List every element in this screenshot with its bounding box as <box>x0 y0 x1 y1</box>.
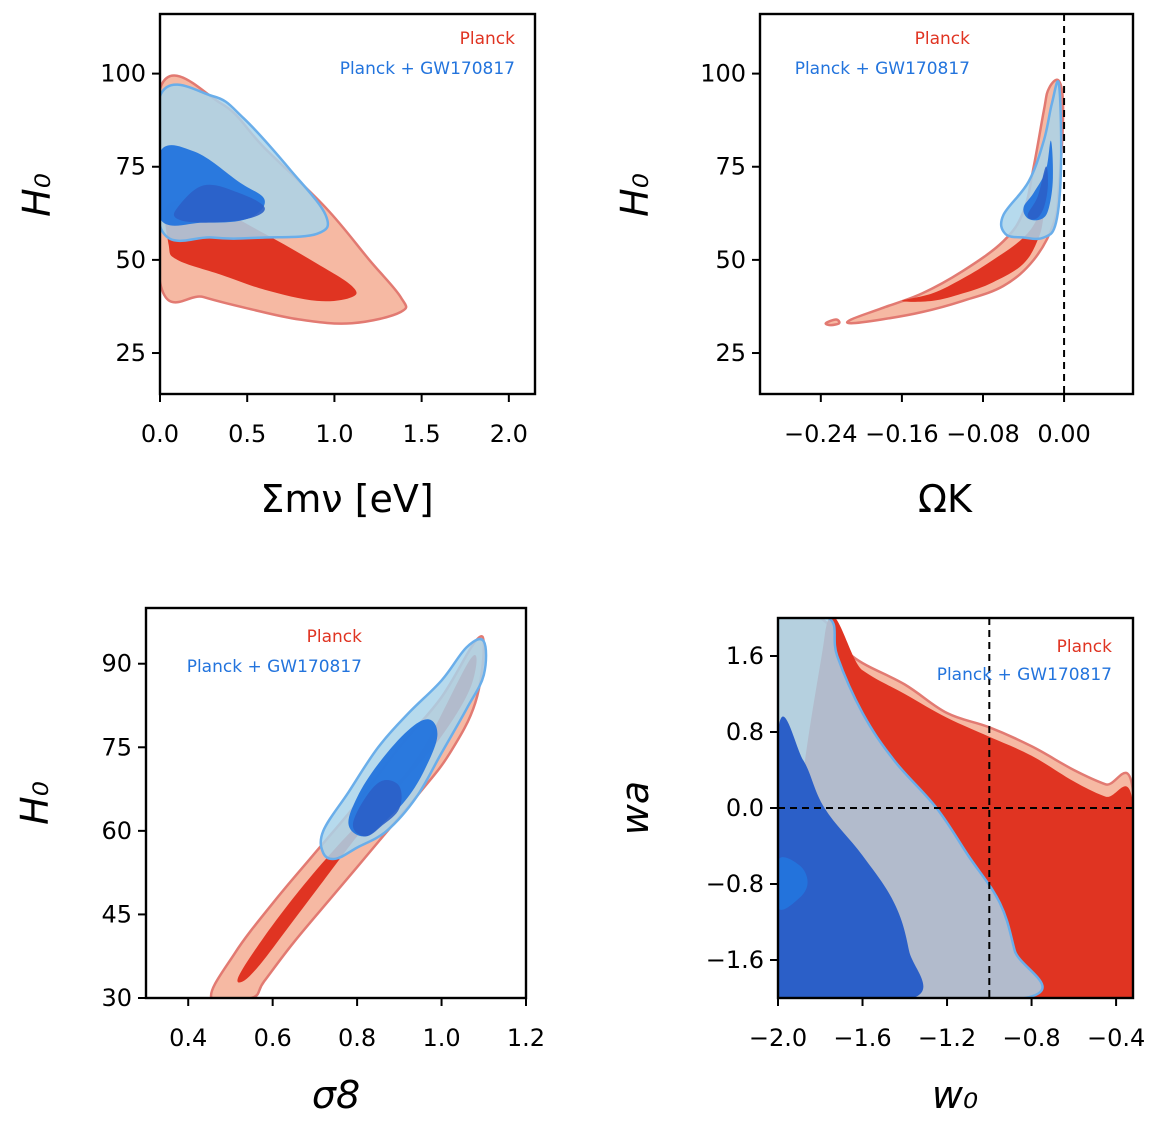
axes-frame-p1 <box>158 12 537 396</box>
contours-p1 <box>160 74 408 325</box>
x-tick-label-p2-2: −0.08 <box>946 420 1020 448</box>
x-tick-label-p1-2: 1.0 <box>315 420 353 448</box>
x-axis-label-p3: σ8 <box>312 1073 360 1117</box>
contour-p3-planck-68-4 <box>352 780 402 837</box>
x-tick-label-p4-2: −1.2 <box>918 1024 976 1052</box>
y-ticks-p3: 30 45 60 75 90 <box>101 650 146 1012</box>
contour-p2-planck-95-1 <box>824 318 841 327</box>
contours-p2 <box>824 78 1065 327</box>
x-axis-label-p4: w₀ <box>932 1073 978 1117</box>
y-tick-label-p3-3: 75 <box>101 733 132 761</box>
contour-p4-planck-gw-68-4 <box>778 857 808 910</box>
y-axis-label-p3: H₀ <box>13 781 57 825</box>
y-tick-label-p4-1: −0.8 <box>706 870 764 898</box>
contours-p3 <box>209 635 488 998</box>
y-tick-label-p2-0: 25 <box>715 339 746 367</box>
x-tick-label-p4-1: −1.6 <box>833 1024 891 1052</box>
x-tick-label-p1-1: 0.5 <box>228 420 266 448</box>
y-tick-label-p4-2: 0.0 <box>726 794 764 822</box>
x-tick-label-p3-2: 0.8 <box>338 1024 376 1052</box>
legend-planck-p2: Planck <box>915 29 971 49</box>
x-axis-label-p1: Σmν [eV] <box>260 477 433 521</box>
y-tick-label-p1-3: 100 <box>100 60 146 88</box>
x-tick-label-p3-1: 0.6 <box>254 1024 292 1052</box>
y-tick-label-p2-1: 50 <box>715 246 746 274</box>
x-tick-label-p4-3: −0.8 <box>1002 1024 1060 1052</box>
x-tick-label-p4-0: −2.0 <box>749 1024 807 1052</box>
y-ticks-p1: 25 50 75 100 <box>100 60 160 367</box>
x-tick-label-p3-0: 0.4 <box>169 1024 207 1052</box>
x-tick-label-p3-3: 1.0 <box>422 1024 460 1052</box>
y-tick-label-p3-0: 30 <box>101 984 132 1012</box>
x-ticks-p4: −2.0 −1.6 −1.2 −0.8 −0.4 <box>749 998 1145 1052</box>
y-ticks-p4: −1.6 −0.8 0.0 0.8 1.6 <box>706 642 778 974</box>
legend-planck-p4: Planck <box>1057 637 1113 657</box>
y-tick-label-p4-0: −1.6 <box>706 946 764 974</box>
x-tick-label-p1-0: 0.0 <box>141 420 179 448</box>
x-ticks-p2: −0.24 −0.16 −0.08 0.00 <box>784 394 1091 448</box>
x-tick-label-p4-4: −0.4 <box>1087 1024 1145 1052</box>
y-tick-label-p2-2: 75 <box>715 153 746 181</box>
y-axis-label-p2: H₀ <box>613 173 657 217</box>
panel-neutrino-mass: 0.0 0.5 1.0 1.5 2.0 25 50 75 100 Planck Planck … <box>15 12 537 521</box>
contour-p2-planck-68-5 <box>1027 166 1048 220</box>
legend-planck-gw-p3: Planck + GW170817 <box>187 657 362 677</box>
legend-planck-gw-p4: Planck + GW170817 <box>937 665 1112 685</box>
panel-w0-wa: −2.0 −1.6 −1.2 −0.8 −0.4 −1.6 −0.8 0.0 0.8 1.6 P… <box>613 616 1145 1117</box>
contour-p3-planck-68-1 <box>237 655 477 983</box>
x-tick-label-p1-4: 2.0 <box>490 420 528 448</box>
legend-planck-gw-p1: Planck + GW170817 <box>340 59 515 79</box>
y-tick-label-p4-4: 1.6 <box>726 642 764 670</box>
x-tick-label-p2-1: −0.16 <box>865 420 939 448</box>
x-ticks-p1: 0.0 0.5 1.0 1.5 2.0 <box>141 394 528 448</box>
x-tick-label-p2-3: 0.00 <box>1037 420 1090 448</box>
x-tick-label-p3-4: 1.2 <box>507 1024 545 1052</box>
y-tick-label-p1-0: 25 <box>115 339 146 367</box>
legend-planck-p1: Planck <box>460 29 516 49</box>
legend-planck-gw-p2: Planck + GW170817 <box>795 59 970 79</box>
y-tick-label-p3-4: 90 <box>101 650 132 678</box>
x-axis-label-p2: ΩK <box>918 477 973 521</box>
x-axis-label-text-p1: Σmν [eV] <box>260 477 433 521</box>
legend-planck-p3: Planck <box>307 627 363 647</box>
y-tick-label-p4-3: 0.8 <box>726 718 764 746</box>
y-ticks-p2: 25 50 75 100 <box>700 60 760 367</box>
axes-frame-p2 <box>758 12 1135 396</box>
x-tick-label-p1-3: 1.5 <box>403 420 441 448</box>
contour-p2-planck-68-2 <box>901 185 1050 302</box>
contour-p1-planck-68-4 <box>173 184 265 223</box>
y-tick-label-p1-2: 75 <box>115 153 146 181</box>
ref-lines-p4 <box>778 618 1133 998</box>
axes-frame-p3 <box>144 606 528 1000</box>
x-tick-label-p2-0: −0.24 <box>784 420 858 448</box>
y-tick-label-p3-2: 60 <box>101 817 132 845</box>
y-tick-label-p3-1: 45 <box>101 900 132 928</box>
y-axis-label-p4: wa <box>613 781 657 835</box>
y-tick-label-p1-1: 50 <box>115 246 146 274</box>
panel-sigma8: 0.4 0.6 0.8 1.0 1.2 30 45 60 75 90 Planck Planck… <box>13 606 545 1117</box>
panel-omega-k: −0.24 −0.16 −0.08 0.00 25 50 75 100 Planck Pla… <box>613 12 1135 521</box>
y-tick-label-p2-3: 100 <box>700 60 746 88</box>
x-ticks-p3: 0.4 0.6 0.8 1.0 1.2 <box>169 998 545 1052</box>
contour-p4-planck-gw-68-3 <box>778 716 924 998</box>
y-axis-label-p1: H₀ <box>15 173 59 217</box>
